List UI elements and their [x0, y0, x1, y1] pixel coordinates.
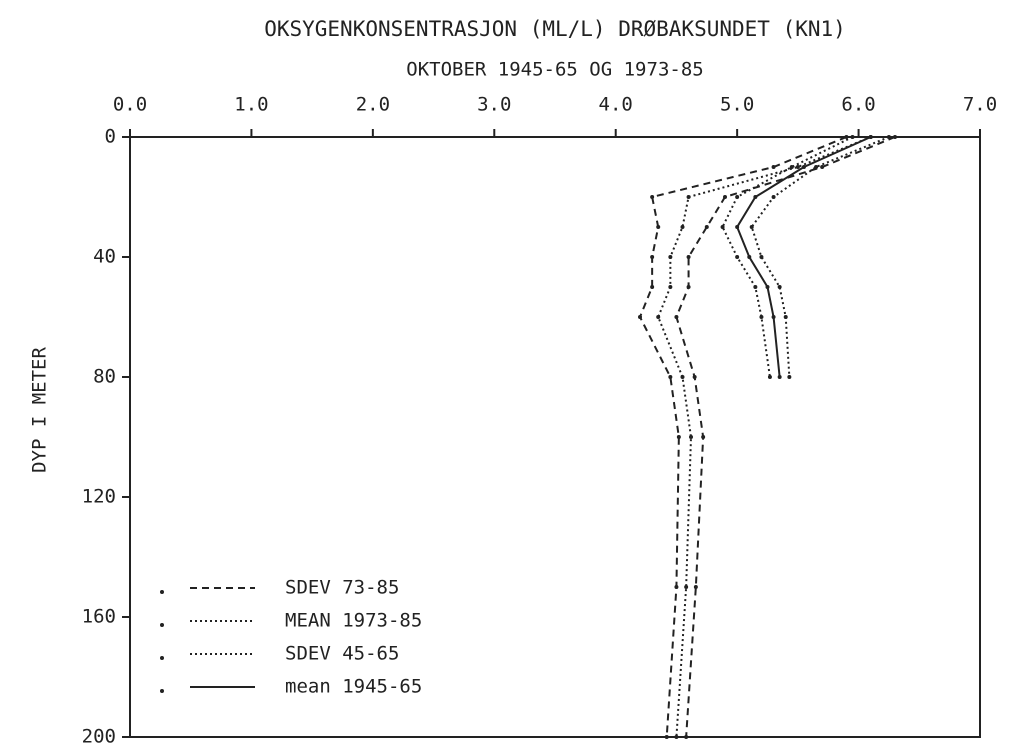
legend-dot	[160, 656, 164, 660]
y-tick-label: 0	[105, 126, 116, 148]
data-point	[664, 735, 669, 739]
y-tick-label: 160	[82, 606, 116, 628]
data-point	[693, 585, 698, 589]
sdev-line	[750, 136, 890, 378]
sdev-line	[675, 136, 896, 738]
x-tick-label: 5.0	[720, 94, 754, 116]
legend-dot	[160, 590, 164, 594]
y-axis-label: DYP I METER	[29, 347, 51, 473]
legend-dot	[160, 623, 164, 627]
legend-label: mean 1945-65	[285, 676, 422, 698]
x-tick-label: 6.0	[841, 94, 875, 116]
y-tick-label: 40	[93, 246, 116, 268]
y-tick-label: 200	[82, 726, 116, 745]
chart-subtitle: OKTOBER 1945-65 OG 1973-85	[406, 59, 703, 81]
y-tick-label: 80	[93, 366, 116, 388]
mean-line	[657, 136, 872, 738]
mean-line	[736, 136, 872, 378]
y-tick-label: 120	[82, 486, 116, 508]
x-tick-label: 4.0	[599, 94, 633, 116]
chart-title: OKSYGENKONSENTRASJON (ML/L) DRØBAKSUNDET…	[264, 17, 846, 41]
x-tick-label: 3.0	[477, 94, 511, 116]
x-tick-label: 0.0	[113, 94, 147, 116]
data-point	[674, 735, 679, 739]
data-point	[686, 255, 691, 259]
data-point	[668, 375, 673, 379]
plot-frame	[129, 136, 981, 738]
x-tick-label: 2.0	[356, 94, 390, 116]
legend-label: SDEV 73-85	[285, 577, 399, 599]
legend-label: MEAN 1973-85	[285, 610, 422, 632]
x-tick-label: 7.0	[963, 94, 997, 116]
sdev-line	[721, 136, 853, 378]
x-tick-label: 1.0	[234, 94, 268, 116]
legend-dot	[160, 689, 164, 693]
data-point	[720, 225, 725, 229]
legend-label: SDEV 45-65	[285, 643, 399, 665]
sdev-line	[638, 136, 847, 738]
